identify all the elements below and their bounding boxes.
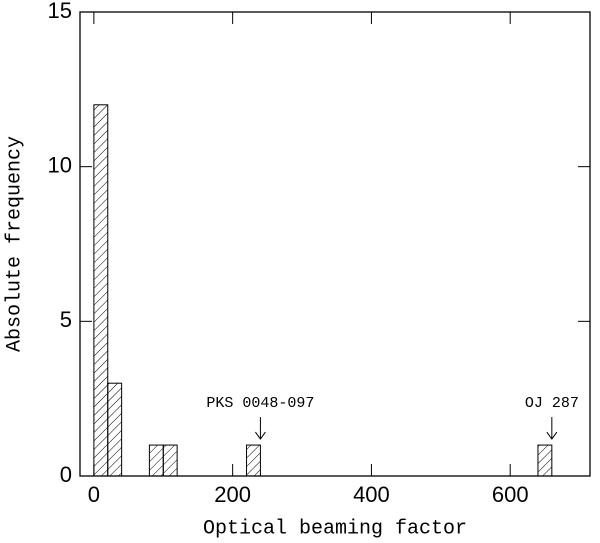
y-axis-label: Absolute frequency xyxy=(3,136,26,352)
x-tick-label: 400 xyxy=(353,482,390,507)
bar xyxy=(162,444,178,477)
annotation: OJ 287 xyxy=(525,395,579,412)
bar xyxy=(93,104,109,477)
x-tick-label: 600 xyxy=(492,482,529,507)
annotation-arrowhead xyxy=(546,431,558,440)
x-axis-label: Optical beaming factor xyxy=(203,517,467,540)
bar xyxy=(107,382,123,477)
annotation: PKS 0048-097 xyxy=(206,395,314,412)
y-tick-label: 15 xyxy=(48,0,72,23)
bar xyxy=(246,444,261,477)
x-tick-label: 0 xyxy=(88,482,100,507)
y-tick-label: 0 xyxy=(60,462,72,487)
annotation-arrowhead xyxy=(255,431,266,440)
bar xyxy=(148,444,164,477)
y-tick-label: 5 xyxy=(60,307,72,332)
x-tick-label: 200 xyxy=(214,482,251,507)
plot-frame xyxy=(79,11,591,477)
bar xyxy=(537,444,553,477)
y-tick-label: 10 xyxy=(48,152,72,177)
